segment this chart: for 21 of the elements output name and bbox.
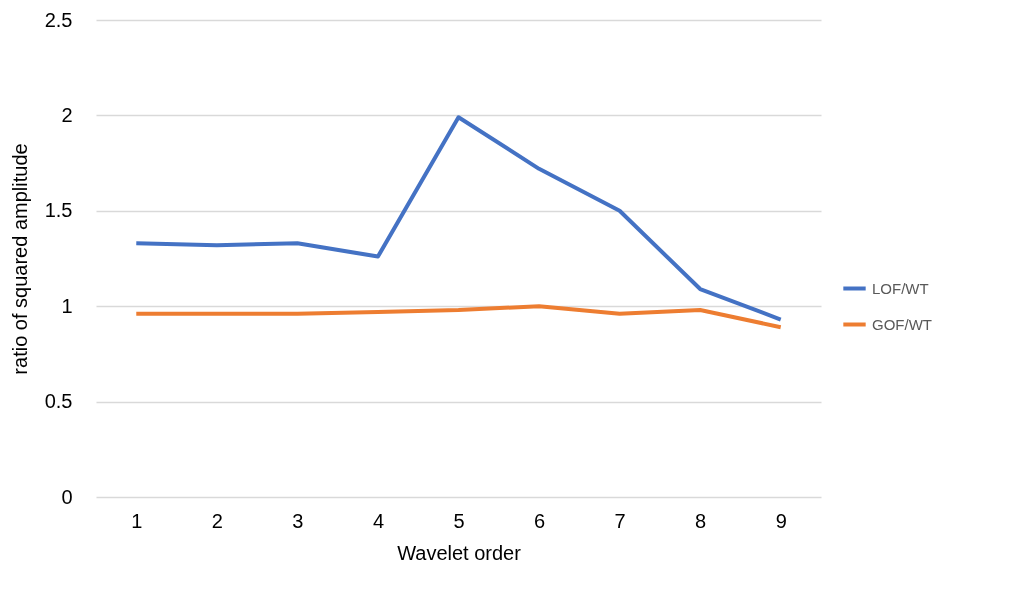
x-axis-title: Wavelet order bbox=[397, 541, 522, 564]
x-tick-label: 4 bbox=[372, 509, 385, 532]
legend-label: GOF/WT bbox=[872, 315, 932, 333]
x-tick-label: 5 bbox=[453, 509, 465, 532]
y-axis-title: ratio of squared amplitude bbox=[8, 143, 31, 375]
y-tick-label: 1 bbox=[61, 294, 73, 317]
y-tick-label: 1.5 bbox=[44, 199, 73, 222]
x-tick-label: 8 bbox=[695, 509, 707, 532]
x-tick-label: 3 bbox=[292, 509, 304, 532]
y-tick-label: 0 bbox=[61, 485, 73, 508]
legend-label: LOF/WT bbox=[872, 279, 929, 297]
line-series bbox=[134, 304, 783, 330]
x-tick-label: 9 bbox=[775, 509, 787, 532]
x-tick-label: 7 bbox=[614, 509, 626, 532]
y-tick-label: 2.5 bbox=[44, 8, 73, 31]
x-tick-label: 1 bbox=[131, 509, 143, 532]
x-tick-label: 6 bbox=[533, 509, 546, 532]
y-tick-label: 0.5 bbox=[44, 390, 73, 413]
line-series bbox=[134, 115, 783, 322]
x-tick-label: 2 bbox=[211, 509, 223, 532]
y-tick-label: 2 bbox=[61, 103, 73, 126]
